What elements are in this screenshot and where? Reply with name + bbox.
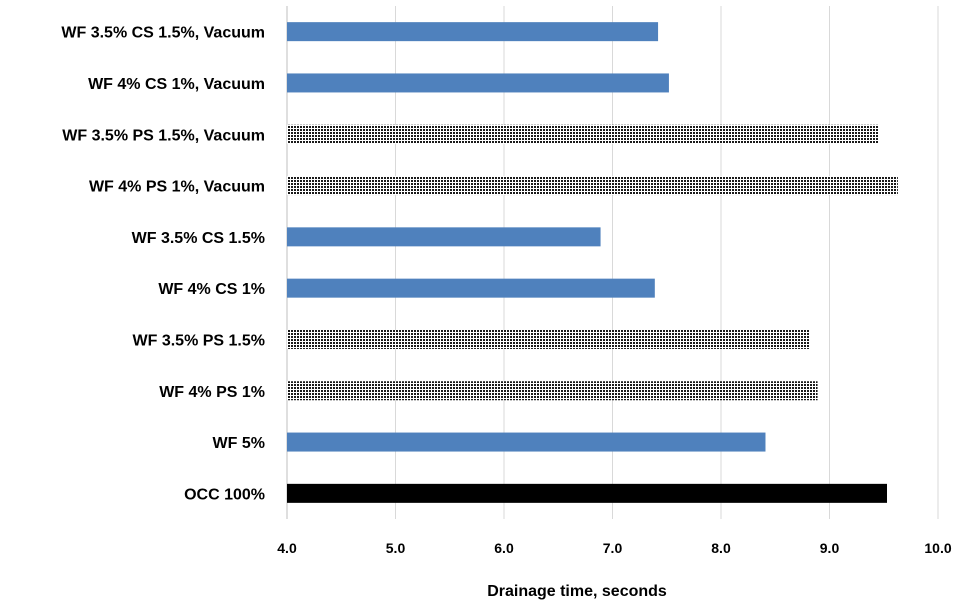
x-tick-label: 6.0 — [494, 540, 514, 556]
bar — [287, 278, 655, 298]
category-label: WF 3.5% CS 1.5% — [132, 230, 265, 247]
bar — [287, 73, 669, 93]
category-label: OCC 100% — [184, 486, 265, 503]
bar — [287, 176, 898, 196]
x-axis-title: Drainage time, seconds — [487, 583, 667, 600]
bar — [287, 381, 818, 401]
bar — [287, 227, 601, 247]
category-label: WF 3.5% CS 1.5%, Vacuum — [61, 25, 265, 42]
bar — [287, 432, 766, 452]
category-label: WF 5% — [213, 435, 265, 452]
category-label: WF 3.5% PS 1.5%, Vacuum — [62, 127, 265, 144]
bar — [287, 124, 879, 144]
category-labels: WF 3.5% CS 1.5%, Vacuum WF 4% CS 1%, Vacu… — [61, 25, 265, 504]
x-tick-labels: 4.0 5.0 6.0 7.0 8.0 9.0 10.0 — [277, 540, 952, 556]
x-tick-label: 7.0 — [603, 540, 623, 556]
x-tick-label: 5.0 — [386, 540, 406, 556]
x-tick-label: 8.0 — [711, 540, 731, 556]
category-label: WF 4% CS 1% — [158, 281, 265, 298]
bars — [287, 22, 898, 503]
category-label: WF 3.5% PS 1.5% — [133, 332, 266, 349]
bar — [287, 22, 659, 42]
category-label: WF 4% PS 1% — [159, 384, 265, 401]
x-tick-label: 10.0 — [924, 540, 951, 556]
x-tick-label: 4.0 — [277, 540, 297, 556]
category-label: WF 4% CS 1%, Vacuum — [88, 76, 265, 93]
x-tick-label: 9.0 — [820, 540, 840, 556]
category-label: WF 4% PS 1%, Vacuum — [89, 179, 265, 196]
bar — [287, 483, 888, 503]
bar — [287, 329, 810, 349]
